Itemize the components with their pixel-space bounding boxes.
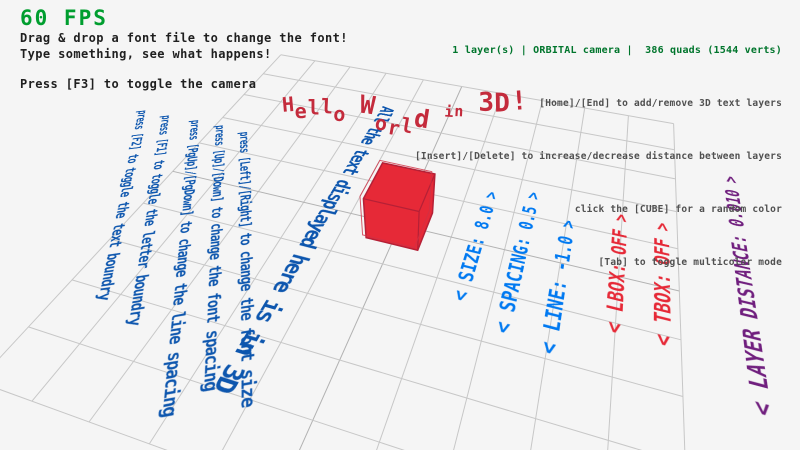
info-line-camera: Press [F3] to toggle the camera [20,76,348,92]
help-multicolor: [Tab] to toggle multicolor mode [415,255,782,270]
help-distance: [Insert]/[Delete] to increase/decrease d… [415,149,782,164]
status-line: 1 layer(s) | ORBITAL camera | 386 quads … [415,43,782,58]
app-window: All the text displayed here is in 3D pre… [0,0,800,450]
info-gap [20,62,348,76]
help-cube-color: click the [CUBE] for a random color [415,202,782,217]
info-line-drag-drop: Drag & drop a font file to change the fo… [20,30,348,46]
help-layers: [Home]/[End] to add/remove 3D text layer… [415,96,782,111]
info-line-type: Type something, see what happens! [20,46,348,62]
fps-counter: 60 FPS [20,6,108,30]
info-block: Drag & drop a font file to change the fo… [20,30,348,92]
hud-right-block: 1 layer(s) | ORBITAL camera | 386 quads … [415,5,782,308]
